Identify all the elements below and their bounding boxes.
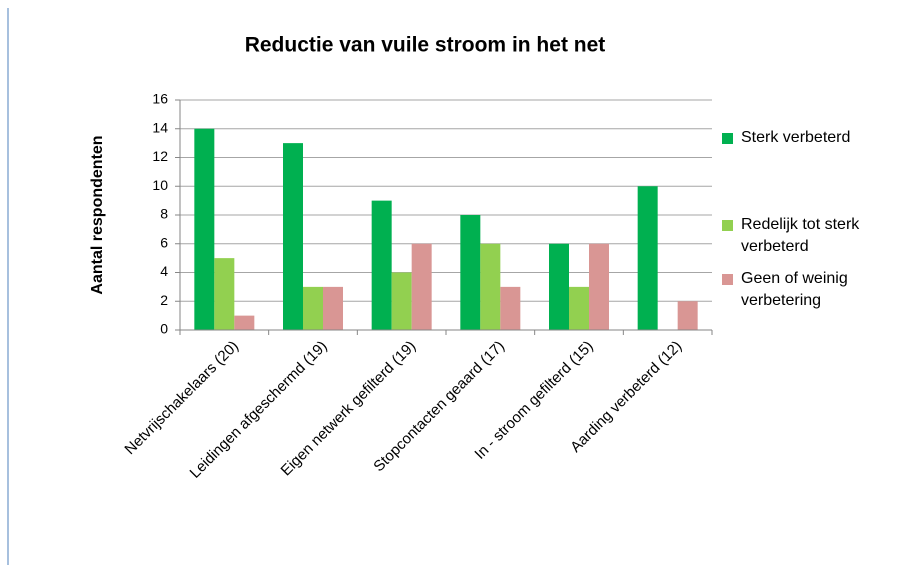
bar (549, 243, 569, 330)
bar (391, 272, 412, 330)
bar (214, 258, 235, 330)
bar (677, 301, 698, 330)
legend-entry: Geen of weinig verbetering (722, 268, 882, 312)
bar (323, 286, 343, 330)
bar (234, 315, 255, 330)
bar (303, 286, 323, 330)
bar (500, 286, 521, 330)
y-tick-label: 2 (160, 292, 168, 308)
y-tick-label: 6 (160, 234, 168, 250)
legend-entry: Redelijk tot sterk verbeterd (722, 214, 882, 258)
bar (637, 186, 658, 330)
legend-swatch (722, 133, 733, 144)
legend-swatch (722, 274, 733, 285)
legend-label: Sterk verbeterd (741, 129, 851, 146)
y-tick-label: 0 (160, 321, 168, 337)
y-tick-label: 4 (160, 263, 168, 279)
y-tick-label: 8 (160, 206, 168, 222)
legend-label: Redelijk tot sterk verbeterd (741, 216, 860, 255)
bar (194, 128, 215, 330)
legend-swatch (722, 220, 733, 231)
legend-entry: Sterk verbeterd (722, 127, 882, 149)
y-tick-label: 12 (152, 148, 168, 164)
bar (569, 286, 589, 330)
bar (589, 243, 609, 330)
bar (283, 143, 303, 330)
y-tick-label: 16 (152, 91, 168, 107)
bar (411, 243, 432, 330)
y-tick-label: 10 (152, 177, 168, 193)
bar (371, 200, 392, 330)
y-tick-label: 14 (152, 119, 168, 135)
bar (480, 243, 501, 330)
chart-title: Reductie van vuile stroom in het net (245, 34, 606, 57)
legend-label: Geen of weinig verbetering (741, 270, 848, 309)
bar (460, 215, 481, 330)
y-axis-title: Aantal respondenten (89, 135, 106, 294)
